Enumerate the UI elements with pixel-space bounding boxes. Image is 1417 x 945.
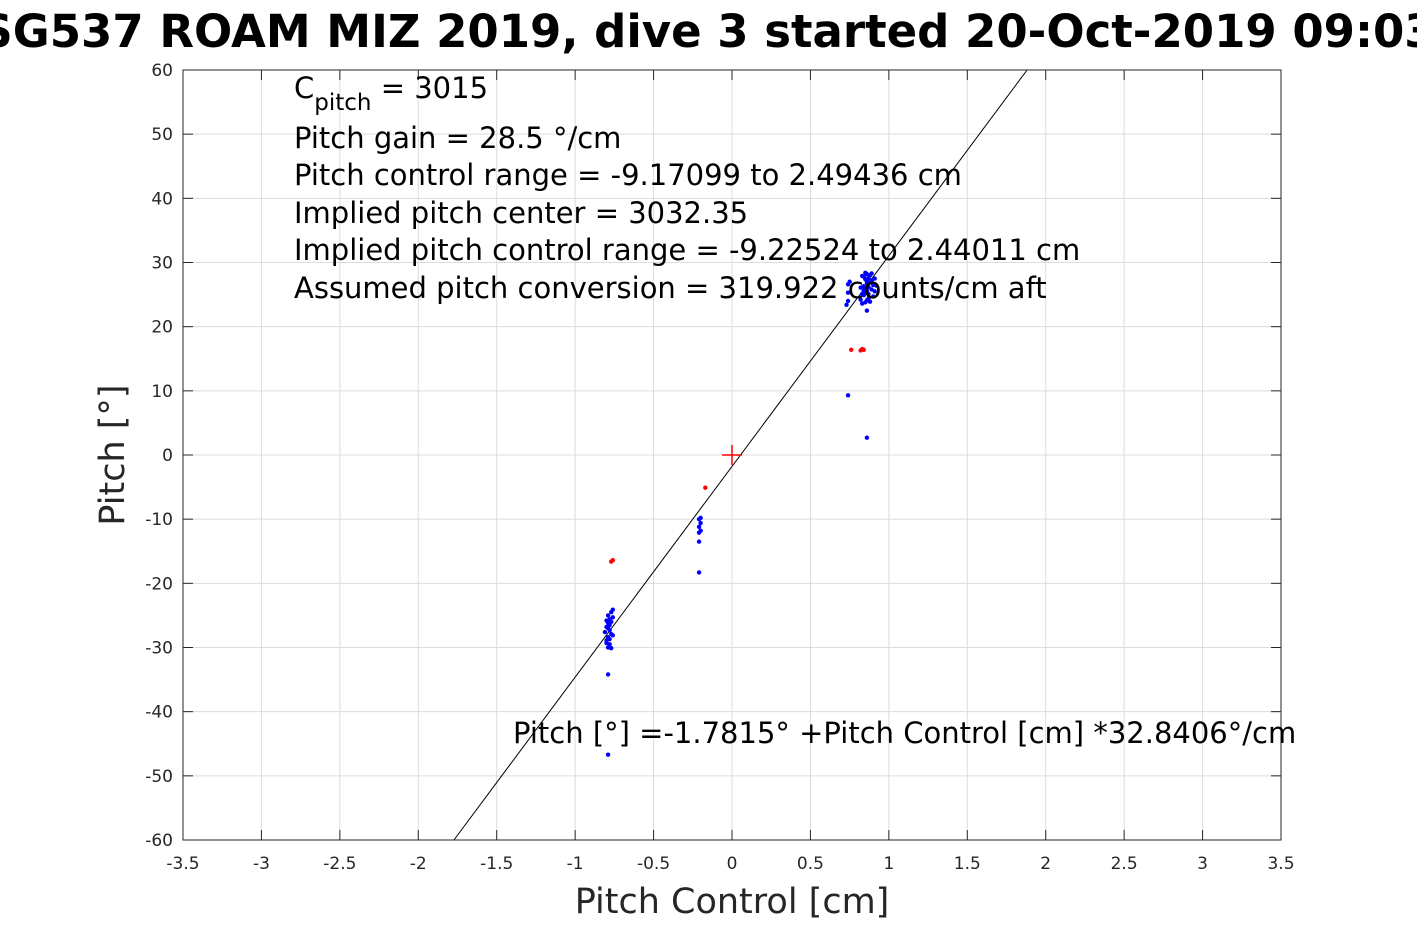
data-point: [698, 515, 703, 521]
data-point: [861, 274, 866, 279]
chart-title: SG537 ROAM MIZ 2019, dive 3 started 20-O…: [0, 5, 1417, 58]
y-axis-label: Pitch [°]: [93, 384, 133, 525]
data-point: [696, 539, 702, 544]
data-point: [610, 633, 615, 638]
data-point: [703, 485, 708, 490]
grid-lines: [182, 69, 1282, 841]
x-tick-label: -1.5: [480, 854, 513, 874]
y-tick-label: 50: [151, 125, 173, 145]
implied-range-annotation: Implied pitch control range = -9.22524 t…: [294, 233, 1080, 267]
y-tick-label: -10: [145, 510, 173, 530]
x-tick-label: -2.5: [323, 854, 356, 874]
y-tick-label: 40: [151, 189, 173, 209]
x-tick-labels: -3.5 -3 -2.5 -2 -1.5 -1 -0.5 0 0.5 1 1.5 2 2.5 3 3.5: [166, 854, 1294, 874]
data-point: [604, 618, 609, 623]
data-point: [609, 559, 614, 564]
y-tick-label: -20: [145, 574, 173, 594]
x-tick-label: 0.5: [797, 854, 824, 874]
y-tick-label: -50: [145, 767, 173, 787]
data-point: [849, 347, 854, 352]
c-pitch-subscript: pitch: [314, 90, 371, 116]
axis-ticks: [182, 69, 1282, 841]
data-point: [845, 298, 851, 304]
x-tick-label: 1.5: [954, 854, 981, 874]
data-point: [605, 645, 611, 650]
data-point: [863, 270, 868, 275]
c-pitch-value: = 3015: [371, 71, 488, 105]
control-range-annotation: Pitch control range = -9.17099 to 2.4943…: [294, 158, 962, 192]
x-axis-label: Pitch Control [cm]: [575, 882, 890, 922]
pitch-gain-annotation: Pitch gain = 28.5 °/cm: [294, 121, 621, 155]
data-point: [859, 301, 865, 306]
data-point: [610, 607, 615, 612]
x-tick-label: -3: [253, 854, 270, 874]
x-tick-label: -3.5: [166, 854, 199, 874]
x-tick-label: -0.5: [637, 854, 670, 874]
data-point: [845, 393, 851, 398]
data-point: [864, 308, 870, 313]
y-tick-label: 10: [151, 382, 173, 402]
data-point: [847, 279, 852, 284]
data-point: [605, 613, 611, 618]
data-point: [863, 290, 868, 295]
x-tick-label: 1: [883, 854, 894, 874]
x-tick-label: 2: [1040, 854, 1051, 874]
data-point: [864, 298, 870, 303]
c-pitch-annotation: Cpitch = 3015: [294, 71, 488, 116]
data-point: [845, 290, 851, 295]
data-point: [872, 276, 877, 281]
x-tick-label: -1: [567, 854, 584, 874]
plot-area: [453, 69, 1028, 841]
data-points: [602, 270, 879, 757]
c-pitch-symbol: C: [294, 71, 314, 105]
data-point: [607, 636, 612, 642]
data-point: [861, 347, 866, 352]
y-tick-label: 60: [151, 61, 173, 81]
data-point: [696, 524, 702, 530]
y-tick-label: -30: [145, 639, 173, 659]
y-tick-label: -40: [145, 703, 173, 723]
data-point: [864, 278, 870, 284]
x-tick-label: -2: [410, 854, 427, 874]
data-point: [698, 520, 703, 526]
data-point: [602, 629, 608, 635]
y-tick-label: 0: [162, 446, 173, 466]
data-point: [872, 289, 877, 294]
data-point: [866, 284, 871, 290]
center-marker: [722, 445, 742, 465]
x-tick-label: 0: [727, 854, 738, 874]
data-point: [610, 615, 615, 620]
data-point: [864, 435, 870, 440]
data-point: [858, 297, 863, 302]
x-tick-label: 2.5: [1111, 854, 1138, 874]
y-tick-labels: 60 50 40 30 20 10 0 -10 -20 -30 -40 -50 -60: [145, 61, 173, 851]
fit-equation-annotation: Pitch [°] =-1.7815° +Pitch Control [cm] …: [513, 716, 1296, 750]
data-point: [869, 271, 874, 276]
data-point: [870, 294, 876, 299]
y-tick-label: 30: [151, 254, 173, 274]
data-point: [604, 640, 609, 646]
implied-center-annotation: Implied pitch center = 3032.35: [294, 196, 748, 230]
data-point: [870, 282, 876, 288]
data-point: [605, 752, 611, 757]
conversion-annotation: Assumed pitch conversion = 319.922 count…: [294, 271, 1047, 305]
data-point: [696, 530, 702, 535]
data-point: [605, 672, 611, 677]
data-point: [696, 570, 702, 575]
data-point: [858, 285, 863, 290]
x-tick-label: 3.5: [1267, 854, 1294, 874]
y-tick-label: 20: [151, 318, 173, 338]
data-point: [609, 619, 614, 625]
y-tick-label: -60: [145, 831, 173, 851]
data-point: [844, 302, 849, 308]
x-tick-label: 3: [1197, 854, 1208, 874]
